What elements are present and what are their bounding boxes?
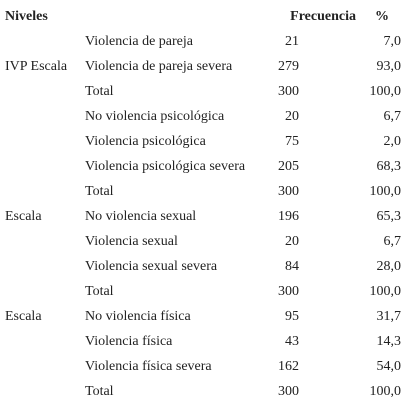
group-label: Escala bbox=[5, 309, 42, 324]
group-label: IVP Escala bbox=[5, 59, 68, 74]
percent: 68,3 bbox=[377, 159, 402, 174]
row-label: Total bbox=[85, 184, 114, 199]
percent: 54,0 bbox=[377, 359, 402, 374]
header-cell: % bbox=[375, 9, 389, 24]
percent: 31,7 bbox=[377, 309, 402, 324]
row-label: No violencia física bbox=[85, 309, 192, 324]
frequency: 75 bbox=[285, 134, 299, 149]
percent: 6,7 bbox=[384, 109, 402, 124]
frequency: 20 bbox=[285, 109, 299, 124]
frequency: 300 bbox=[278, 284, 299, 299]
row-label: No violencia psicológica bbox=[85, 109, 225, 124]
frequency: 84 bbox=[285, 259, 299, 274]
row-label: No violencia sexual bbox=[85, 209, 196, 224]
percent: 100,0 bbox=[370, 384, 402, 399]
percent: 28,0 bbox=[377, 259, 402, 274]
percent: 93,0 bbox=[377, 59, 402, 74]
frequency: 21 bbox=[285, 34, 299, 49]
frequency: 162 bbox=[278, 359, 299, 374]
row-label: Violencia de pareja bbox=[85, 34, 194, 49]
row-label: Violencia psicológica severa bbox=[85, 159, 246, 174]
frequency: 300 bbox=[278, 384, 299, 399]
row-label: Violencia física severa bbox=[85, 359, 212, 374]
percent: 14,3 bbox=[377, 334, 402, 349]
frequency: 300 bbox=[278, 184, 299, 199]
frequency: 43 bbox=[285, 334, 299, 349]
row-label: Total bbox=[85, 284, 114, 299]
header-cell: Niveles bbox=[5, 9, 48, 24]
percent: 100,0 bbox=[370, 284, 402, 299]
frequency: 20 bbox=[285, 234, 299, 249]
header-cell: Frecuencia bbox=[290, 9, 356, 24]
row-label: Violencia sexual bbox=[85, 234, 178, 249]
percent: 6,7 bbox=[384, 234, 402, 249]
row-label: Total bbox=[85, 84, 114, 99]
frequency: 279 bbox=[278, 59, 299, 74]
percent: 100,0 bbox=[370, 84, 402, 99]
percent: 100,0 bbox=[370, 184, 402, 199]
row-label: Total bbox=[85, 384, 114, 399]
percent: 7,0 bbox=[384, 34, 402, 49]
frequency: 205 bbox=[278, 159, 299, 174]
percent: 2,0 bbox=[384, 134, 402, 149]
row-label: Violencia sexual severa bbox=[85, 259, 218, 274]
frequency: 95 bbox=[285, 309, 299, 324]
frequency: 196 bbox=[278, 209, 299, 224]
percent: 65,3 bbox=[377, 209, 402, 224]
frequency: 300 bbox=[278, 84, 299, 99]
group-label: Escala bbox=[5, 209, 42, 224]
row-label: Violencia de pareja severa bbox=[85, 59, 233, 74]
row-label: Violencia física bbox=[85, 334, 173, 349]
row-label: Violencia psicológica bbox=[85, 134, 207, 149]
